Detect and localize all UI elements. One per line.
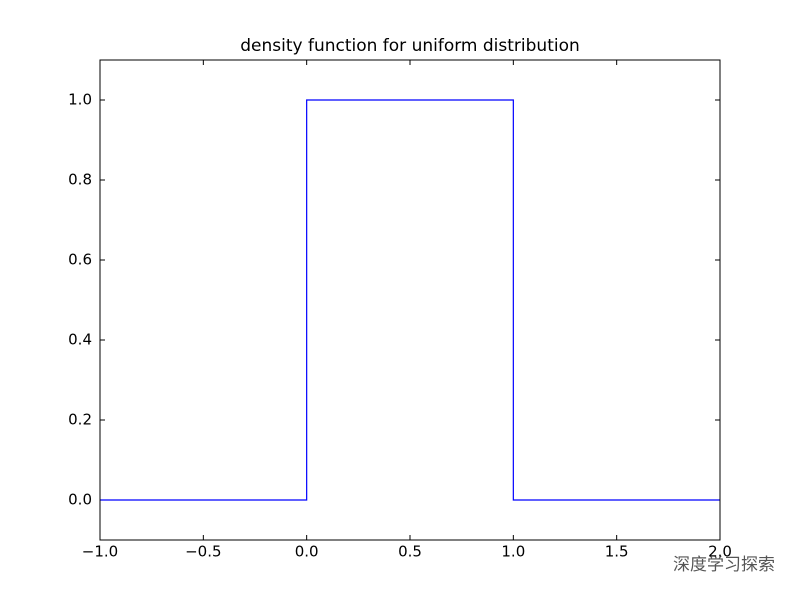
x-tick-label: 0.5 xyxy=(398,543,422,561)
y-tick-label: 0.0 xyxy=(68,491,92,509)
x-tick-label: 1.0 xyxy=(501,543,525,561)
line xyxy=(100,99,720,501)
chart-title: density function for uniform distributio… xyxy=(240,36,580,56)
y-tick-label: 0.6 xyxy=(68,251,92,269)
x-tick-label: 1.5 xyxy=(605,543,629,561)
y-tick-label: 0.4 xyxy=(68,331,92,349)
y-tick-label: 0.2 xyxy=(68,411,92,429)
x-tick-label: 2.0 xyxy=(708,543,732,561)
x-tick-label: −0.5 xyxy=(185,543,221,561)
x-tick-label: 0.0 xyxy=(295,543,319,561)
x-tick-label: −1.0 xyxy=(82,543,118,561)
y-tick-label: 0.8 xyxy=(68,171,92,189)
watermark: 深度学习探索 xyxy=(673,555,775,575)
plot-frame xyxy=(99,59,721,541)
y-tick-label: 1.0 xyxy=(68,91,92,109)
